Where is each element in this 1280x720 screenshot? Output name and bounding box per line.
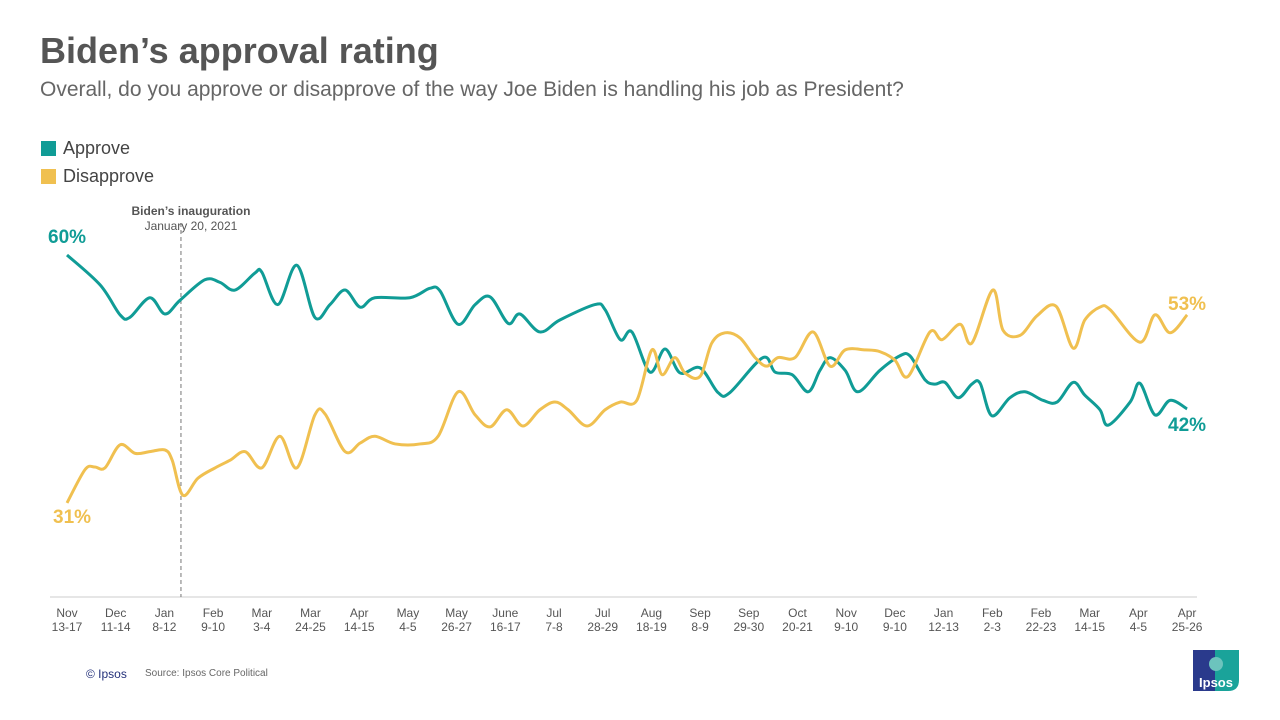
x-tick-label-days: 13-17 [52,620,83,634]
x-tick-label-month: Feb [1031,606,1052,620]
x-tick-label-days: 8-12 [152,620,176,634]
x-tick-label-days: 26-27 [441,620,472,634]
x-tick-label-month: Mar [1079,606,1100,620]
x-tick-label-days: 4-5 [399,620,417,634]
x-tick-label-days: 16-17 [490,620,521,634]
x-tick-label-days: 20-21 [782,620,813,634]
x-tick-label-days: 29-30 [733,620,764,634]
x-tick-label-month: Nov [836,606,857,620]
legend-label-approve: Approve [63,138,131,158]
inauguration-annotation: Biden’s inauguration January 20, 2021 [132,204,251,597]
x-tick-label-month: Sep [689,606,711,620]
disapprove-start-label: 31% [53,507,91,528]
x-axis-ticks: Nov13-17Dec11-14Jan8-12Feb9-10Mar3-4Mar2… [52,606,1203,634]
x-tick-label-month: Aug [641,606,662,620]
x-tick-label-days: 9-10 [883,620,907,634]
legend-swatch-disapprove [41,169,56,184]
footer-source: Source: Ipsos Core Political [145,668,268,679]
x-tick-label-days: 22-23 [1026,620,1057,634]
x-tick-label-days: 12-13 [928,620,959,634]
x-tick-label-month: Sep [738,606,760,620]
x-tick-label-days: 11-14 [101,620,131,634]
x-tick-label-month: Mar [251,606,272,620]
x-tick-label-days: 28-29 [587,620,618,634]
x-tick-label-days: 24-25 [295,620,326,634]
x-tick-label-month: Apr [1178,606,1197,620]
x-tick-label-month: May [397,606,420,620]
ipsos-logo: Ipsos [1193,650,1239,691]
x-tick-label-month: Jan [155,606,174,620]
x-tick-label-days: 9-10 [201,620,225,634]
approve-end-label: 42% [1168,415,1206,436]
footer-copyright: © Ipsos [86,667,127,681]
x-tick-label-month: Jul [595,606,610,620]
x-tick-label-month: Dec [884,606,905,620]
legend-item-disapprove: Disapprove [41,166,154,187]
x-tick-label-month: May [445,606,468,620]
x-tick-label-days: 2-3 [984,620,1002,634]
x-tick-label-days: 4-5 [1130,620,1148,634]
x-tick-label-month: Jul [546,606,561,620]
x-tick-label-days: 9-10 [834,620,858,634]
x-tick-label-days: 14-15 [344,620,375,634]
x-tick-label-month: Apr [1129,606,1148,620]
series-line-disapprove [65,288,1189,504]
x-tick-label-month: June [492,606,518,620]
x-tick-label-days: 18-19 [636,620,667,634]
x-tick-label-days: 14-15 [1074,620,1105,634]
x-tick-label-days: 3-4 [253,620,271,634]
legend-label-disapprove: Disapprove [63,166,155,186]
x-tick-label-month: Dec [105,606,126,620]
x-tick-label-month: Apr [350,606,369,620]
legend-swatch-approve [41,141,56,156]
x-tick-label-month: Mar [300,606,321,620]
x-tick-label-month: Feb [203,606,224,620]
x-tick-label-days: 25-26 [1172,620,1203,634]
page-subtitle: Overall, do you approve or disapprove of… [40,78,904,101]
disapprove-end-label: 53% [1168,294,1206,315]
approve-start-label: 60% [48,227,86,248]
series-line-approve [65,253,1188,427]
annotation-subtitle: January 20, 2021 [145,219,238,233]
x-tick-label-days: 8-9 [691,620,709,634]
x-tick-label-month: Jan [934,606,953,620]
x-tick-label-month: Nov [56,606,77,620]
x-tick-label-month: Feb [982,606,1003,620]
svg-text:Ipsos: Ipsos [1199,675,1233,690]
page-title: Biden’s approval rating [40,30,439,71]
x-tick-label-days: 7-8 [545,620,563,634]
annotation-title: Biden’s inauguration [132,204,251,218]
x-tick-label-month: Oct [788,606,807,620]
legend-item-approve: Approve [41,138,130,159]
